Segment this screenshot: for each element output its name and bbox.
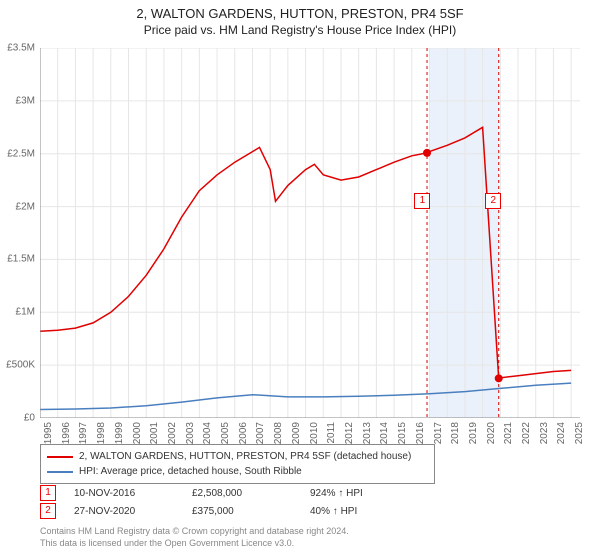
x-tick-label: 2011: [326, 422, 337, 444]
x-tick-label: 2020: [486, 422, 497, 444]
x-tick-label: 2008: [273, 422, 284, 444]
title-block: 2, WALTON GARDENS, HUTTON, PRESTON, PR4 …: [0, 0, 600, 37]
legend-item: HPI: Average price, detached house, Sout…: [47, 464, 428, 479]
legend-swatch: [47, 456, 73, 458]
x-tick-label: 1998: [96, 422, 107, 444]
y-tick-label: £500K: [6, 360, 35, 371]
footer: Contains HM Land Registry data © Crown c…: [40, 526, 349, 549]
y-tick-label: £2M: [16, 201, 35, 212]
x-tick-label: 2001: [149, 422, 160, 444]
legend-swatch: [47, 471, 73, 473]
x-tick-label: 1996: [61, 422, 72, 444]
event-price: £2,508,000: [192, 488, 292, 499]
y-tick-label: £2.5M: [7, 148, 35, 159]
x-tick-label: 2014: [379, 422, 390, 444]
y-tick-label: £3.5M: [7, 43, 35, 54]
x-tick-label: 2017: [433, 422, 444, 444]
x-tick-label: 2025: [574, 422, 585, 444]
title: 2, WALTON GARDENS, HUTTON, PRESTON, PR4 …: [0, 6, 600, 21]
y-tick-label: £3M: [16, 95, 35, 106]
footer-line: This data is licensed under the Open Gov…: [40, 538, 349, 550]
x-tick-label: 2003: [185, 422, 196, 444]
x-tick-label: 2000: [132, 422, 143, 444]
y-tick-label: £1.5M: [7, 254, 35, 265]
event-pct: 40% ↑ HPI: [310, 506, 410, 517]
event-date: 10-NOV-2016: [74, 488, 174, 499]
event-row: 2 27-NOV-2020 £375,000 40% ↑ HPI: [40, 502, 410, 520]
x-tick-label: 2002: [167, 422, 178, 444]
x-tick-label: 1997: [78, 422, 89, 444]
x-tick-label: 2004: [202, 422, 213, 444]
event-marker-box: 1: [40, 485, 56, 501]
x-tick-label: 2010: [309, 422, 320, 444]
x-tick-label: 2019: [468, 422, 479, 444]
event-marker-box: 2: [485, 193, 501, 209]
x-tick-label: 2007: [255, 422, 266, 444]
y-tick-label: £0: [24, 413, 35, 424]
subtitle: Price paid vs. HM Land Registry's House …: [0, 23, 600, 37]
x-tick-label: 2022: [521, 422, 532, 444]
event-date: 27-NOV-2020: [74, 506, 174, 517]
x-tick-label: 2009: [291, 422, 302, 444]
legend-item: 2, WALTON GARDENS, HUTTON, PRESTON, PR4 …: [47, 449, 428, 464]
chart-container: 2, WALTON GARDENS, HUTTON, PRESTON, PR4 …: [0, 0, 600, 560]
events-table: 1 10-NOV-2016 £2,508,000 924% ↑ HPI 2 27…: [40, 484, 410, 520]
legend: 2, WALTON GARDENS, HUTTON, PRESTON, PR4 …: [40, 444, 435, 484]
plot-area: £0£500K£1M£1.5M£2M£2.5M£3M£3.5M199519961…: [40, 48, 580, 418]
event-price: £375,000: [192, 506, 292, 517]
x-tick-label: 2012: [344, 422, 355, 444]
x-tick-label: 2024: [556, 422, 567, 444]
legend-label: 2, WALTON GARDENS, HUTTON, PRESTON, PR4 …: [79, 451, 411, 462]
event-marker-box: 1: [414, 193, 430, 209]
x-tick-label: 2015: [397, 422, 408, 444]
legend-label: HPI: Average price, detached house, Sout…: [79, 466, 302, 477]
x-tick-label: 2023: [539, 422, 550, 444]
x-tick-label: 2016: [415, 422, 426, 444]
x-tick-label: 2006: [238, 422, 249, 444]
x-tick-label: 1995: [43, 422, 54, 444]
x-tick-label: 2013: [362, 422, 373, 444]
plot-svg: [40, 48, 580, 418]
x-tick-label: 2005: [220, 422, 231, 444]
footer-line: Contains HM Land Registry data © Crown c…: [40, 526, 349, 538]
event-marker-box: 2: [40, 503, 56, 519]
x-tick-label: 2021: [503, 422, 514, 444]
y-tick-label: £1M: [16, 307, 35, 318]
event-pct: 924% ↑ HPI: [310, 488, 410, 499]
x-tick-label: 2018: [450, 422, 461, 444]
x-tick-label: 1999: [114, 422, 125, 444]
event-row: 1 10-NOV-2016 £2,508,000 924% ↑ HPI: [40, 484, 410, 502]
